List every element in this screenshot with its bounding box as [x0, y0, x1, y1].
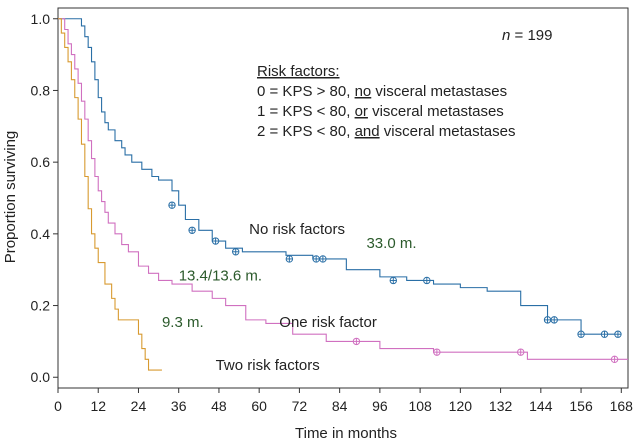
- y-tick-label: 0.6: [31, 154, 51, 170]
- survival-curve-one-risk: [58, 18, 628, 360]
- survival-curve-two-risk: [58, 18, 162, 371]
- censor-mark: [319, 255, 327, 263]
- median-label: 9.3 m.: [162, 314, 204, 331]
- x-tick-label: 12: [90, 398, 106, 414]
- curve-name-label: Two risk factors: [216, 357, 320, 374]
- median-label: 33.0 m.: [366, 235, 416, 252]
- x-tick-label: 24: [131, 398, 147, 414]
- censor-mark: [168, 201, 176, 209]
- censor-mark: [232, 248, 240, 256]
- sample-size-label: n = 199: [502, 27, 552, 44]
- risk-factor-legend: Risk factors: 0 = KPS > 80, no visceral m…: [257, 63, 516, 140]
- x-tick-label: 48: [211, 398, 227, 414]
- x-tick-label: 168: [610, 398, 634, 414]
- legend-line: 1 = KPS < 80, or visceral metastases: [257, 103, 504, 120]
- curve-annotations: No risk factors 33.0 m. 13.4/13.6 m. One ri…: [162, 221, 417, 374]
- survival-curve-no-risk: [58, 18, 622, 335]
- axes: 0 12 24 36 48 60 72 84 96 108 120 132 144 156 168 0.0 0.…: [31, 7, 634, 414]
- x-tick-label: 96: [372, 398, 388, 414]
- y-tick-label: 0.8: [31, 82, 51, 98]
- censor-mark: [285, 255, 294, 263]
- legend-line: 0 = KPS > 80, no visceral metastases: [257, 83, 507, 100]
- x-tick-label: 144: [529, 398, 553, 414]
- censor-mark: [517, 348, 525, 356]
- censor-mark: [389, 276, 397, 285]
- censor-mark: [614, 330, 622, 338]
- y-tick-label: 0.2: [31, 298, 51, 314]
- censor-mark: [352, 337, 361, 346]
- survival-curves: [58, 18, 628, 371]
- censor-mark: [610, 355, 619, 364]
- censor-mark: [211, 237, 220, 245]
- censor-mark: [600, 330, 609, 338]
- x-tick-label: 132: [489, 398, 513, 414]
- x-tick-label: 72: [292, 398, 308, 414]
- x-axis-title: Time in months: [295, 425, 397, 442]
- curve-name-label: No risk factors: [249, 221, 345, 238]
- x-tick-label: 120: [449, 398, 473, 414]
- y-tick-label: 0.4: [31, 226, 51, 242]
- x-tick-label: 108: [408, 398, 432, 414]
- legend-title: Risk factors:: [257, 63, 340, 80]
- legend-line: 2 = KPS < 80, and visceral metastases: [257, 123, 516, 140]
- x-tick-label: 84: [332, 398, 348, 414]
- median-label: 13.4/13.6 m.: [179, 267, 262, 284]
- censor-mark: [577, 330, 585, 338]
- y-tick-label: 1.0: [31, 11, 51, 27]
- censor-mark: [543, 316, 552, 324]
- censor-mark: [423, 276, 431, 285]
- censor-mark: [433, 348, 441, 356]
- y-tick-label: 0.0: [31, 369, 51, 385]
- x-tick-label: 36: [171, 398, 187, 414]
- plot-frame: [57, 7, 629, 389]
- curve-name-label: One risk factor: [279, 314, 377, 331]
- censor-marks: [168, 201, 622, 364]
- x-tick-label: 0: [54, 398, 62, 414]
- x-tick-label: 156: [569, 398, 593, 414]
- censor-mark: [188, 226, 196, 234]
- y-axis-title: Proportion surviving: [2, 131, 19, 264]
- x-tick-label: 60: [251, 398, 267, 414]
- censor-mark: [312, 255, 320, 263]
- censor-mark: [550, 316, 558, 324]
